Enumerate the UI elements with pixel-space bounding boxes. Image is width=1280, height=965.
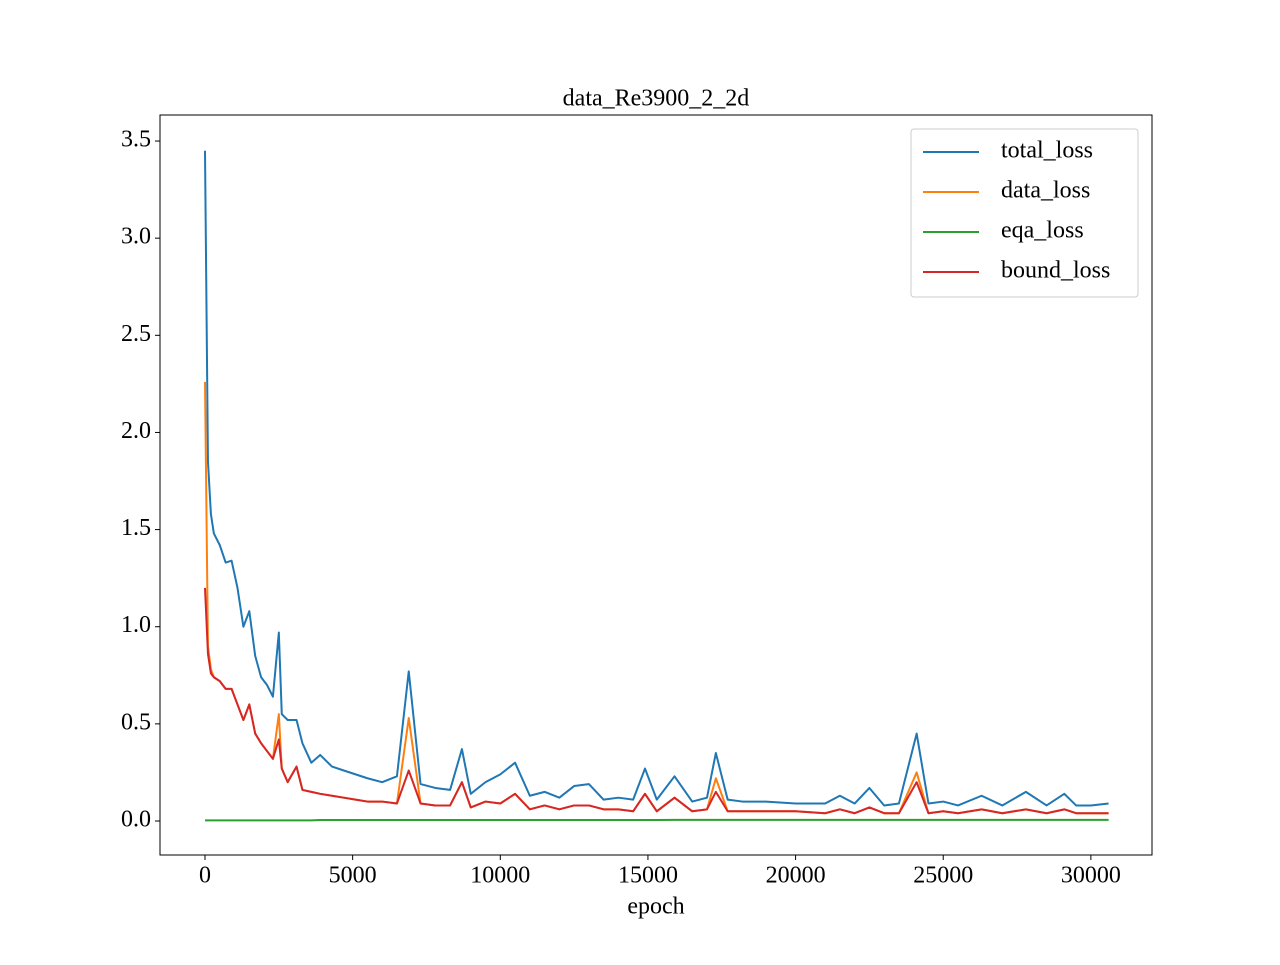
y-tick-label: 3.5 bbox=[121, 127, 151, 153]
x-tick-label: 15000 bbox=[618, 863, 678, 889]
legend-label: eqa_loss bbox=[1001, 218, 1084, 244]
series-line bbox=[204, 150, 1109, 807]
x-tick-label: 10000 bbox=[470, 863, 530, 889]
x-tick-label: 0 bbox=[199, 863, 211, 889]
legend-label: bound_loss bbox=[1001, 258, 1110, 284]
plot-area bbox=[204, 150, 1109, 822]
y-tick-label: 2.0 bbox=[121, 418, 151, 444]
legend-box bbox=[910, 128, 1139, 298]
y-tick-label: 2.5 bbox=[121, 321, 151, 347]
x-tick-label: 25000 bbox=[913, 863, 973, 889]
axes-frame bbox=[159, 114, 1153, 856]
chart-title: data_Re3900_2_2d bbox=[563, 86, 750, 112]
legend-label: total_loss bbox=[1001, 138, 1093, 164]
y-tick-label: 0.5 bbox=[121, 709, 151, 735]
y-tick-label: 3.0 bbox=[121, 224, 151, 250]
y-tick-label: 1.5 bbox=[121, 515, 151, 541]
x-axis-label: epoch bbox=[627, 894, 684, 920]
series-line bbox=[205, 818, 1109, 822]
y-tick-label: 0.0 bbox=[121, 807, 151, 833]
x-tick-label: 20000 bbox=[766, 863, 826, 889]
legend-label: data_loss bbox=[1001, 178, 1090, 204]
x-tick-label: 5000 bbox=[329, 863, 377, 889]
x-tick-label: 30000 bbox=[1061, 863, 1121, 889]
y-tick-label: 1.0 bbox=[121, 612, 151, 638]
series-line bbox=[204, 587, 1109, 815]
